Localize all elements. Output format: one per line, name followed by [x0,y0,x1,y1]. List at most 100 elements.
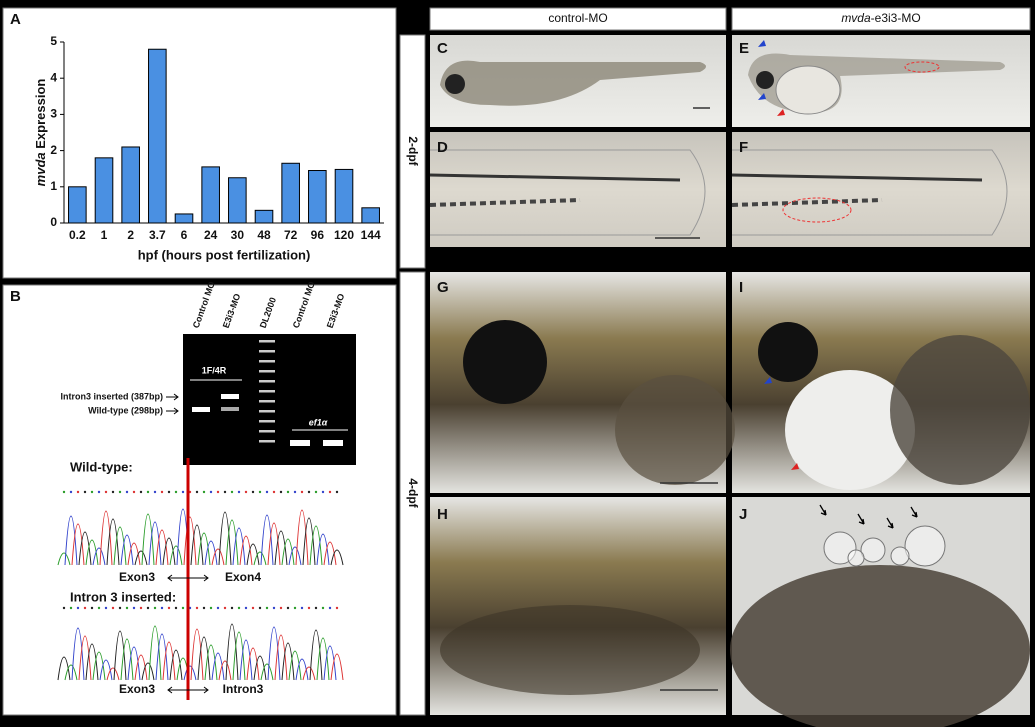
panel-label: F [739,139,748,156]
peak [106,667,120,681]
yolk-edema [775,65,841,115]
band-label: Intron3 inserted (387bp) [60,391,163,401]
trunk [730,565,1030,727]
peak [330,549,344,566]
bar [148,48,167,224]
peak [85,643,99,681]
peak [78,531,92,566]
panel-label: A [10,11,21,28]
base-dot [223,490,227,494]
peak [246,543,260,566]
base-dot [132,606,136,610]
peak [323,541,337,566]
peak [267,626,281,681]
base-dot [181,606,185,610]
tail [732,149,1008,236]
exon-label: Intron3 [223,682,264,696]
x-tick-label: 6 [181,228,188,242]
peak [309,525,323,566]
peak [92,651,106,681]
ladder-band [259,340,275,343]
yolk [890,335,1030,485]
base-dot [251,490,255,494]
base-dot [69,490,73,494]
x-tick-label: 120 [334,228,354,242]
peak [127,646,141,681]
base-dot [328,606,332,610]
base-dot [90,606,94,610]
base-dot [76,490,80,494]
notochord [429,173,681,182]
peak [57,552,71,566]
peak [253,551,267,566]
panel-label: J [739,506,747,523]
peak [204,644,218,681]
bar [94,157,114,224]
base-dot [97,490,101,494]
base-dot [202,606,206,610]
gel-band [221,394,239,399]
peak [141,513,155,566]
ladder-band [259,420,275,423]
base-dot [335,606,339,610]
column-header [429,7,727,31]
peak [190,628,204,681]
peak [169,649,183,681]
base-dot [209,490,213,494]
base-dot [307,606,311,610]
row-header [399,271,426,716]
arrowhead [758,93,766,100]
peak [253,655,267,681]
arrow [167,574,209,582]
gel-band [323,440,343,446]
base-dot [104,490,108,494]
base-dot [69,606,73,610]
tail [430,149,706,236]
gene-name: mvda [841,11,871,25]
peak [316,637,330,681]
peak [106,518,120,566]
base-dot [293,606,297,610]
base-dot [314,606,318,610]
base-dot [202,490,206,494]
gel-band [192,407,210,412]
x-tick-label: 24 [204,228,218,242]
peak [64,664,78,681]
peak [267,522,281,566]
arrow [167,686,209,694]
x-axis-label: hpf (hours post fertilization) [138,247,311,262]
base-dot [230,606,234,610]
yolk [615,375,735,485]
base-dot [195,490,199,494]
ladder-band [259,410,275,413]
y-tick-label: 4 [50,70,57,84]
peak [295,658,309,681]
peak [99,510,113,566]
base-dot [62,606,66,610]
base-dot [139,606,143,610]
peak [330,653,344,681]
bar [201,166,220,224]
blister [904,525,946,567]
marked-region [782,197,852,223]
base-dot [174,606,178,610]
bar [68,186,87,224]
base-dot [223,606,227,610]
base-dot [300,490,304,494]
peak [78,635,92,681]
peak [323,645,337,681]
arrow [857,513,865,525]
exon-label: Exon4 [225,570,261,584]
base-dot [286,606,290,610]
peak [211,548,225,566]
peak [281,538,295,566]
base-dot [279,606,283,610]
peak [155,633,169,681]
x-tick-label: 0.2 [69,228,86,242]
base-dot [153,490,157,494]
base-dot [97,606,101,610]
base-dot [321,490,325,494]
base-dot [237,490,241,494]
panel-label: I [739,279,743,296]
